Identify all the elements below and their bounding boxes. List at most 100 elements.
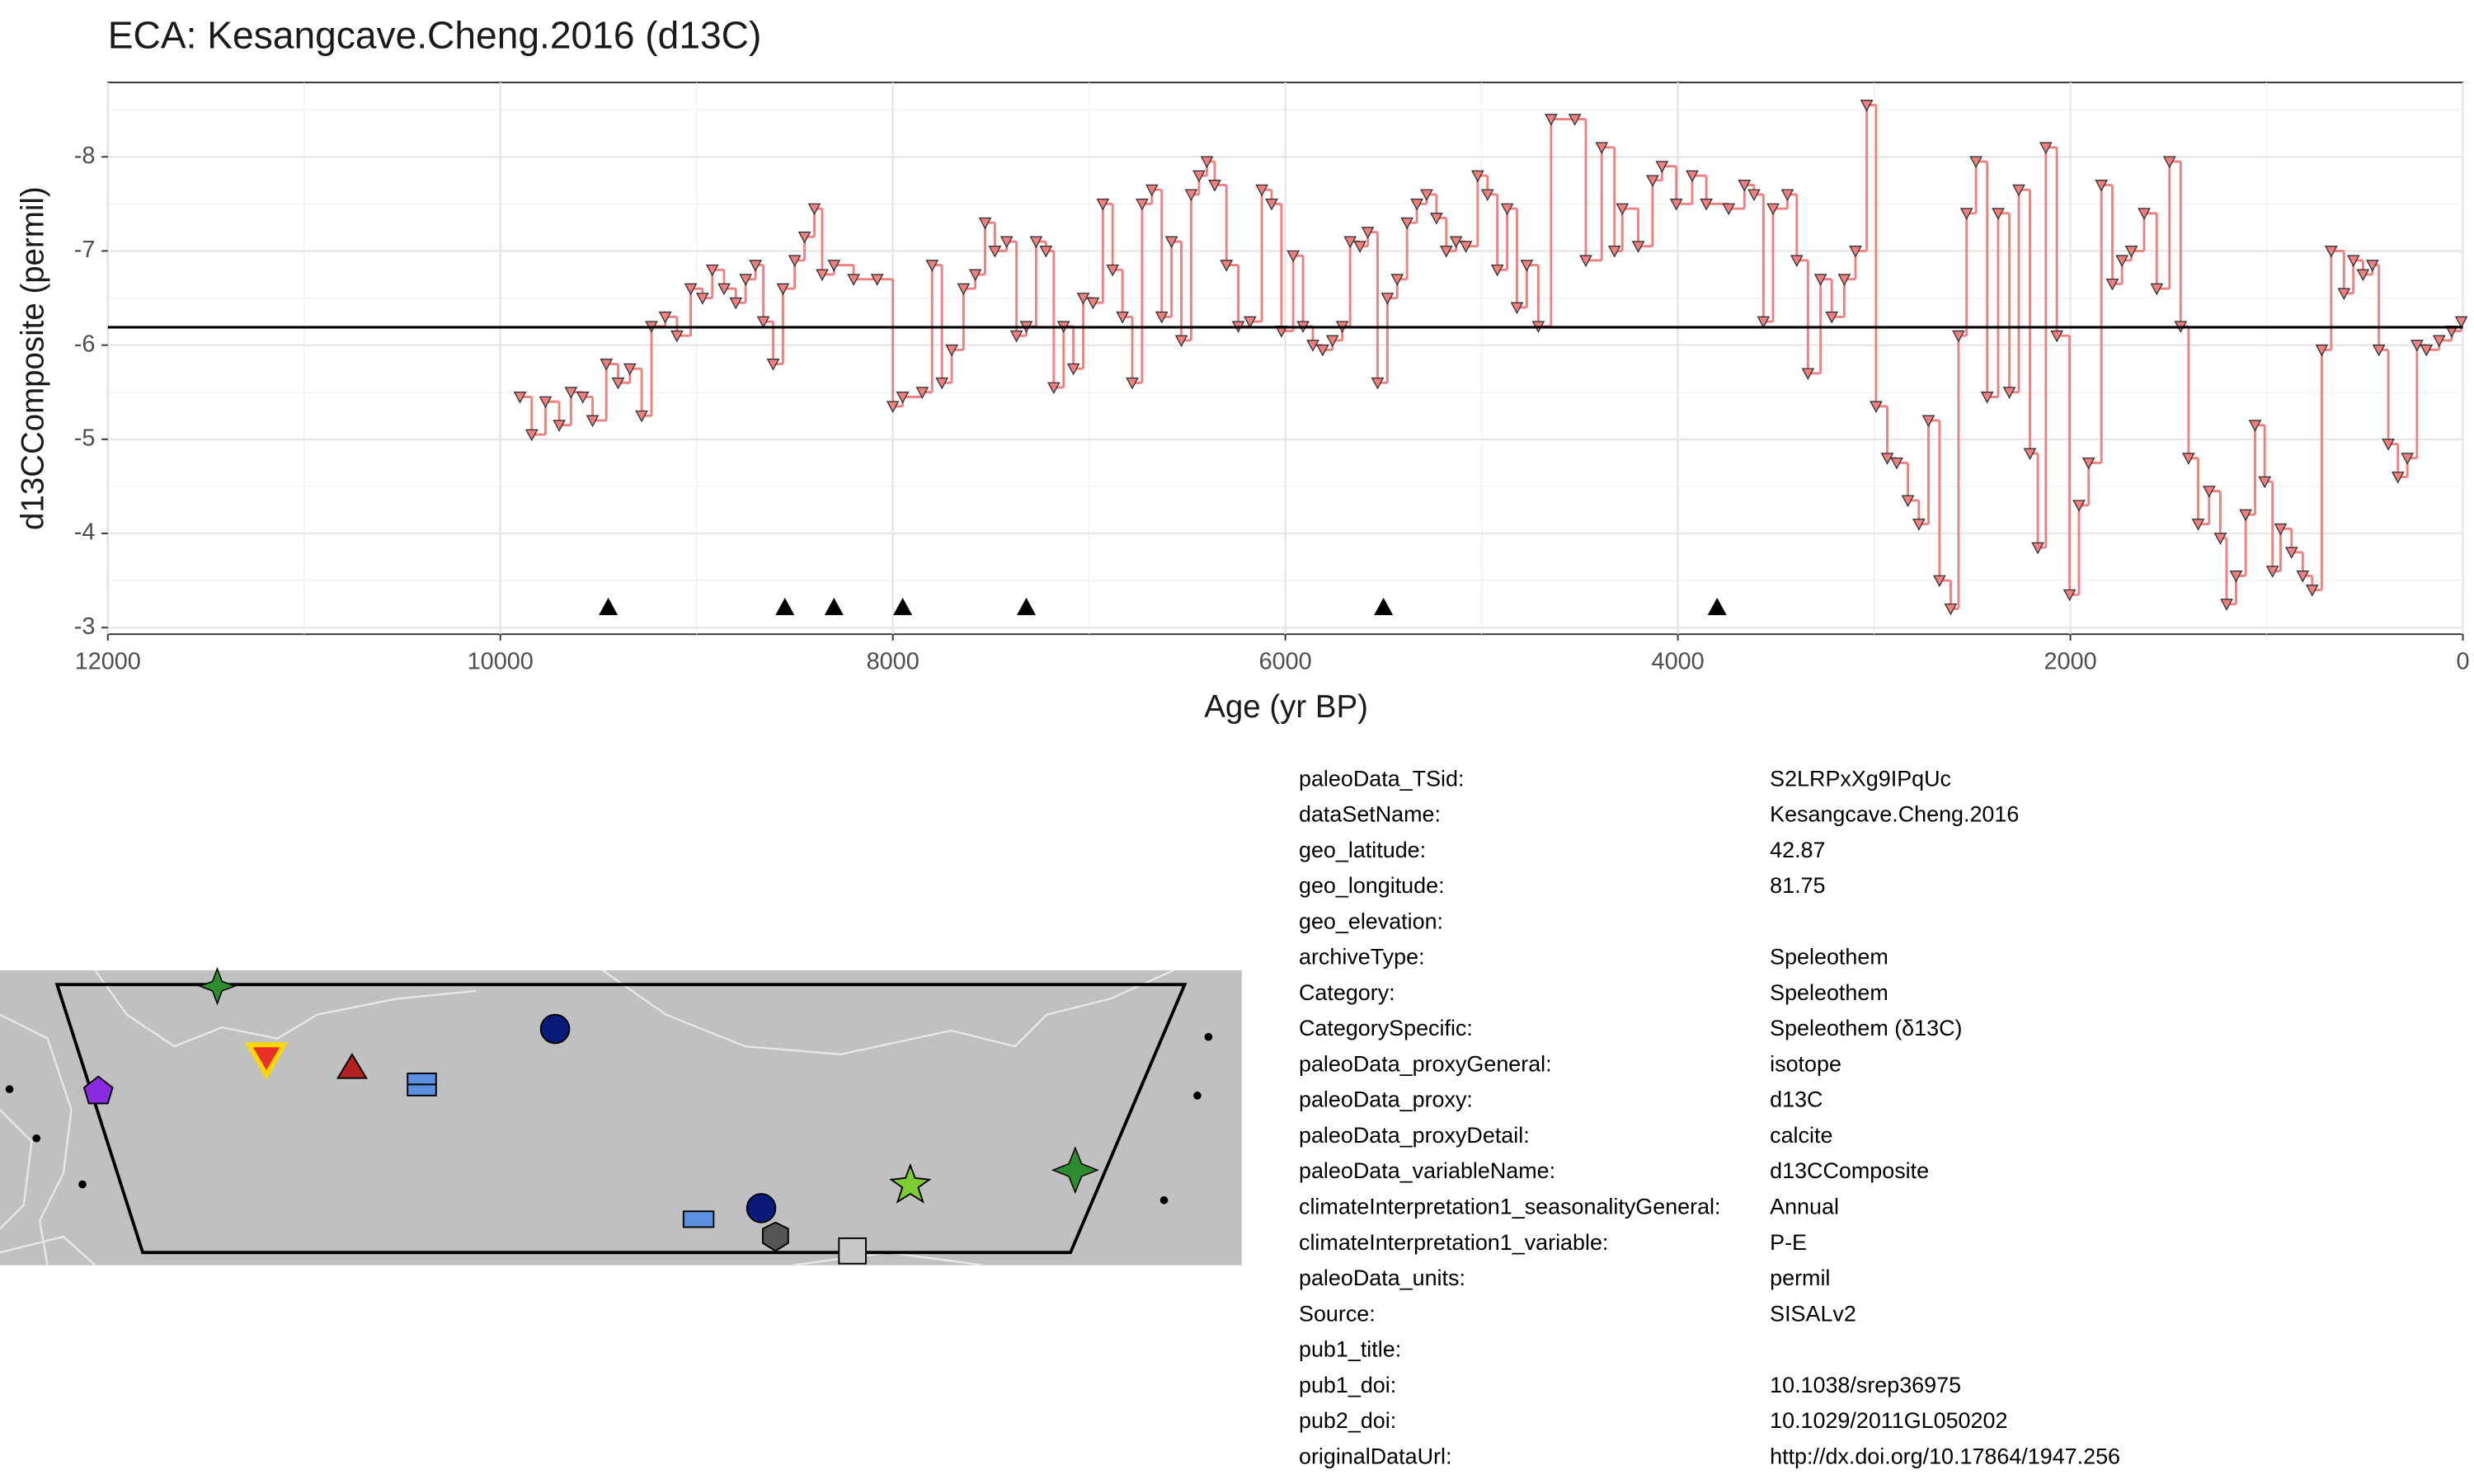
data-point [1880, 453, 1894, 465]
data-point [513, 391, 527, 404]
data-point [2337, 288, 2351, 300]
data-point [1944, 603, 1958, 616]
data-point [2002, 387, 2016, 399]
data-point [1286, 250, 1300, 263]
data-point [1952, 330, 1965, 343]
data-point [788, 255, 802, 267]
data-point [1420, 189, 1433, 202]
site-dot [1193, 1092, 1202, 1100]
metadata-key: climateInterpretation1_seasonalityGenera… [1299, 1194, 1721, 1219]
data-point [1700, 198, 1713, 211]
data-point [1510, 302, 1524, 315]
metadata-value: permil [1770, 1266, 1830, 1290]
y-tick-label: -4 [74, 519, 96, 546]
data-point [564, 387, 578, 399]
data-point [2138, 208, 2151, 220]
site-marker [198, 966, 237, 1006]
data-point [1921, 415, 1935, 428]
metadata-key: Source: [1299, 1301, 1376, 1326]
data-point [925, 260, 939, 272]
x-tick-label: 10000 [468, 648, 534, 674]
metadata-key: paleoData_units: [1299, 1266, 1465, 1290]
data-point [1126, 377, 1139, 390]
age-marker [824, 598, 844, 616]
border [0, 1235, 96, 1266]
data-point [1316, 344, 1329, 357]
data-point [658, 311, 672, 324]
data-point [1086, 297, 1100, 310]
data-point [1849, 245, 1862, 258]
metadata-key: archiveType: [1299, 945, 1425, 970]
data-point [1669, 198, 1683, 211]
metadata-value: SISALv2 [1770, 1301, 1856, 1326]
data-point [1959, 208, 1973, 220]
data-point [1243, 316, 1257, 329]
data-point [2420, 344, 2434, 357]
data-point [886, 401, 900, 414]
data-point [2012, 184, 2025, 197]
data-point [1901, 495, 1915, 508]
data-point [1860, 99, 1874, 112]
data-point [1646, 175, 1659, 187]
data-point [1343, 236, 1357, 249]
data-point [847, 274, 860, 286]
metadata-value: Speleothem [1770, 980, 1888, 1005]
data-point [870, 274, 884, 286]
data-point [2213, 533, 2227, 545]
metadata-value: isotope [1770, 1051, 1841, 1076]
data-point [1932, 575, 1946, 588]
data-point [2248, 420, 2262, 432]
data-point [1116, 311, 1129, 324]
site-marker [244, 1042, 289, 1080]
site-marker [838, 1237, 867, 1265]
data-point [816, 269, 829, 282]
data-point [1410, 198, 1423, 211]
metadata-value: Speleothem [1770, 945, 1888, 970]
data-point [2062, 589, 2077, 602]
map-background [0, 970, 1242, 1266]
metadata-value: 10.1038/srep36975 [1770, 1373, 1961, 1397]
data-point [2031, 542, 2044, 555]
data-point [1545, 114, 1558, 126]
data-point [1184, 189, 1198, 202]
data-point [1066, 363, 1080, 376]
data-point [1400, 217, 1414, 230]
data-point [1738, 180, 1752, 192]
metadata-key: paleoData_proxyDetail: [1299, 1123, 1530, 1148]
y-tick-label: -5 [74, 425, 96, 451]
data-point [1200, 156, 1214, 169]
data-point [717, 283, 731, 296]
data-point [623, 363, 637, 376]
data-point [705, 264, 719, 277]
data-point [2124, 245, 2138, 258]
data-point [739, 274, 753, 286]
y-tick-label: -8 [74, 143, 96, 169]
border [602, 969, 1174, 1056]
data-point [1096, 198, 1110, 211]
data-point [2039, 142, 2053, 154]
map-frame [54, 983, 1188, 1255]
data-point [2324, 245, 2338, 258]
metadata-key: climateInterpretation1_variable: [1299, 1230, 1608, 1255]
data-point [1439, 245, 1453, 258]
data-point [2095, 180, 2109, 192]
data-point [611, 377, 625, 390]
data-point [915, 387, 929, 399]
data-point [1106, 264, 1120, 277]
data-point [2284, 547, 2298, 560]
data-point [2239, 509, 2252, 522]
x-tick-label: 4000 [1652, 648, 1705, 674]
data-point [1174, 335, 1188, 348]
data-point [1655, 161, 1669, 173]
data-point [935, 377, 949, 390]
metadata-value: Annual [1770, 1194, 1839, 1219]
data-point [2274, 523, 2288, 536]
data-point [1353, 241, 1366, 253]
data-point [1164, 236, 1178, 249]
data-point [600, 359, 614, 371]
metadata-table: paleoData_TSid: S2LRPxXg9IPqUc dataSetName… [1299, 766, 2120, 1468]
data-point [2258, 476, 2272, 489]
age-marker [893, 598, 913, 616]
data-point [766, 359, 780, 371]
